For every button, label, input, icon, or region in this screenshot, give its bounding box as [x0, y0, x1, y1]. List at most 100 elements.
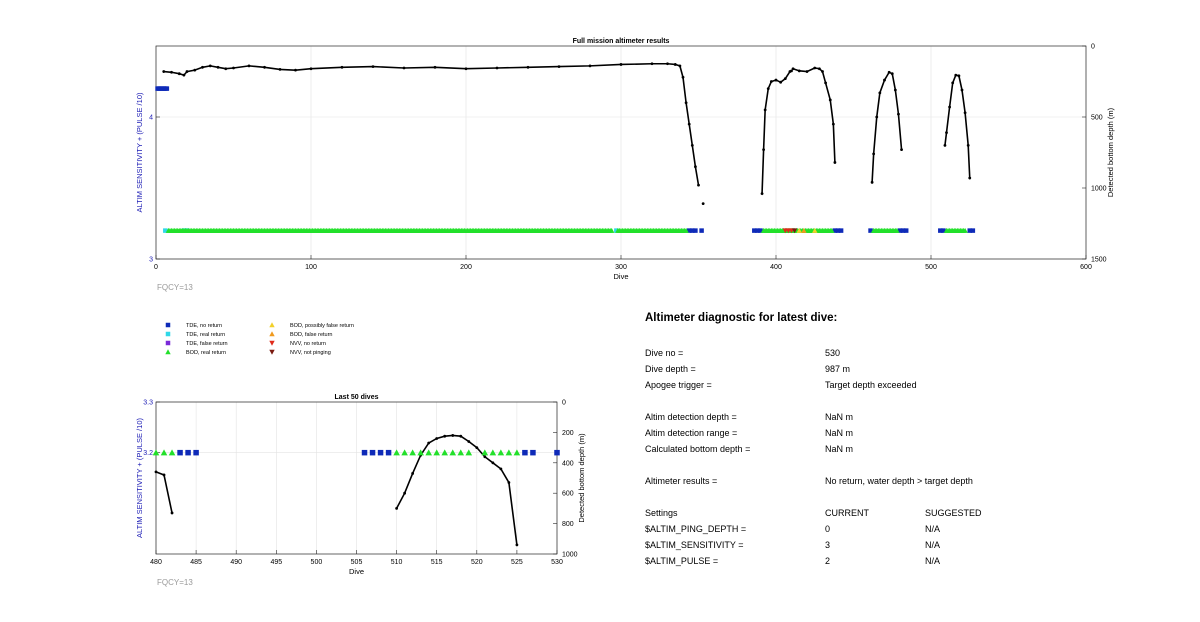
- full-mission-depth-point: [678, 64, 682, 68]
- full-mission-depth-point: [162, 70, 166, 73]
- full-mission-depth-point: [870, 180, 874, 184]
- last-50-depth-line: [155, 471, 173, 514]
- last-50-x-tick-label: 490: [230, 559, 242, 566]
- full-mission-depth-point: [828, 98, 832, 102]
- full-mission-depth-point: [968, 176, 972, 180]
- diagnostic-row: Altimeter results = No return, water dept…: [645, 476, 1165, 488]
- diagnostic-title: Altimeter diagnostic for latest dive:: [645, 312, 838, 324]
- last-50-y-tick-label: 3.2: [143, 450, 153, 457]
- full-mission-x-tick-label: 200: [460, 264, 472, 271]
- last-50-depth-point: [467, 440, 471, 443]
- last-50-x-label: Dive: [349, 567, 364, 576]
- full-mission-depth-point: [673, 63, 677, 66]
- diagnostic-row: Dive no = 530: [645, 348, 1165, 360]
- full-mission-depth-point: [170, 70, 173, 74]
- full-mission-depth-point: [797, 69, 801, 73]
- diagnostic-key: Dive depth =: [645, 364, 696, 374]
- full-mission-depth-point: [943, 144, 947, 147]
- last-50-bod-real-return-marker: [489, 449, 497, 456]
- diagnostic-row: Dive depth = 987 m: [645, 364, 1165, 376]
- legend-marker-tde-real-return: [165, 331, 171, 337]
- full-mission-depth-point: [883, 78, 886, 82]
- last-50-x-tick-label: 510: [391, 559, 403, 566]
- full-mission-depth-point: [779, 80, 783, 84]
- full-mission-tde-no-return-marker: [752, 228, 757, 233]
- full-mission-tde-no-return-marker: [758, 228, 763, 233]
- full-mission-depth-point: [805, 70, 809, 73]
- last-50-depth-point: [403, 491, 407, 495]
- legend-marker-bod-false-return: [269, 331, 275, 337]
- full-mission-depth-point: [619, 63, 623, 66]
- full-mission-depth-point: [526, 65, 530, 69]
- legend-marker-tde-no-return: [165, 322, 171, 328]
- full-mission-tde-no-return-marker: [835, 228, 841, 233]
- full-mission-x-tick-label: 0: [154, 264, 158, 271]
- diagnostic-value: Target depth exceeded: [825, 380, 917, 390]
- last-50-depth-point: [451, 434, 455, 437]
- legend-label-tde-false-return: TDE, false return: [186, 341, 228, 347]
- full-mission-depth-point: [831, 122, 835, 126]
- legend-marker-tde-false-return: [165, 340, 171, 346]
- full-mission-depth-point: [557, 65, 561, 68]
- full-mission-depth-point: [824, 81, 827, 85]
- full-mission-title: Full mission altimeter results: [573, 38, 670, 45]
- full-mission-depth-point: [309, 67, 313, 71]
- last-50-x-tick-label: 500: [311, 559, 323, 566]
- last-50-x-tick-label: 520: [471, 559, 483, 566]
- full-mission-depth-line: [163, 62, 700, 186]
- last-50-x-tick-label: 495: [270, 559, 282, 566]
- diagnostic-row: Apogee trigger = Target depth exceeded: [645, 380, 1165, 392]
- diagnostic-key: Apogee trigger =: [645, 380, 712, 390]
- full-mission-depth-point: [966, 144, 970, 147]
- last-50-y2-tick-label: 600: [562, 491, 574, 498]
- full-mission-depth-point: [193, 68, 197, 72]
- full-mission-depth-point: [762, 148, 765, 152]
- last-50-bod-real-return-marker: [457, 449, 465, 456]
- diagnostic-key: Altim detection range =: [645, 428, 738, 438]
- full-mission-depth-point: [232, 66, 235, 70]
- last-50-x-tick-label: 480: [150, 559, 162, 566]
- full-mission-depth-point: [893, 88, 897, 92]
- full-mission-tde-no-return-marker: [967, 228, 972, 233]
- full-mission-depth-line: [871, 71, 903, 183]
- full-mission-depth-point: [340, 65, 344, 69]
- full-mission-y-label: ALTIM SENSITIVITY + (PULSE /10): [135, 92, 144, 212]
- full-mission-depth-point: [681, 75, 685, 79]
- full-mission-depth-point: [821, 70, 824, 73]
- full-mission-x-tick-label: 400: [770, 264, 782, 271]
- legend-label-bod-false-return: BOD, false return: [290, 332, 333, 338]
- full-mission-depth-point: [697, 183, 700, 187]
- full-mission-tde-no-return-marker: [699, 228, 704, 233]
- full-mission-tde-no-return-marker: [900, 228, 906, 233]
- diagnostic-value: 987 m: [825, 364, 851, 374]
- last-50-x-tick-label: 530: [551, 559, 563, 566]
- last-50-depth-point: [507, 481, 511, 484]
- last-50-bod-real-return-marker: [433, 449, 440, 456]
- full-mission-tde-no-return-marker: [941, 228, 946, 233]
- last-50-depth-point: [427, 441, 431, 445]
- legend-marker-bod-possibly-false-return: [269, 322, 275, 328]
- last-50-depth-point: [483, 455, 487, 459]
- full-mission-y2-tick-label: 1000: [1091, 186, 1107, 193]
- full-mission-depth-point: [464, 67, 468, 71]
- last-50-tde-no-return-marker: [193, 449, 199, 456]
- last-50-bod-real-return-marker: [425, 449, 432, 456]
- last-50-depth-point: [491, 461, 495, 465]
- full-mission-depth-point: [760, 192, 764, 196]
- full-mission-y2-tick-label: 1500: [1091, 257, 1107, 264]
- full-mission-depth-point: [878, 91, 882, 95]
- last-50-bod-real-return-marker: [449, 449, 457, 456]
- legend-label-nvv-not-pinging: NVV, not pinging: [290, 350, 331, 356]
- full-mission-depth-point: [783, 77, 787, 81]
- full-mission-tde-no-return-marker: [755, 228, 760, 233]
- full-mission-depth-point: [833, 161, 837, 164]
- last-50-y-label: ALTIM SENSITIVITY + (PULSE /10): [135, 418, 144, 538]
- diagnostic-value: CURRENT: [825, 508, 869, 518]
- full-mission-depth-point: [951, 81, 955, 85]
- full-mission-depth-point: [945, 131, 948, 135]
- full-mission-depth-point: [588, 64, 592, 68]
- diagnostic-row: $ALTIM_SENSITIVITY = 3 N/A: [645, 540, 1165, 552]
- diagnostic-value: 530: [825, 348, 841, 358]
- diagnostic-row: $ALTIM_PING_DEPTH = 0 N/A: [645, 524, 1165, 536]
